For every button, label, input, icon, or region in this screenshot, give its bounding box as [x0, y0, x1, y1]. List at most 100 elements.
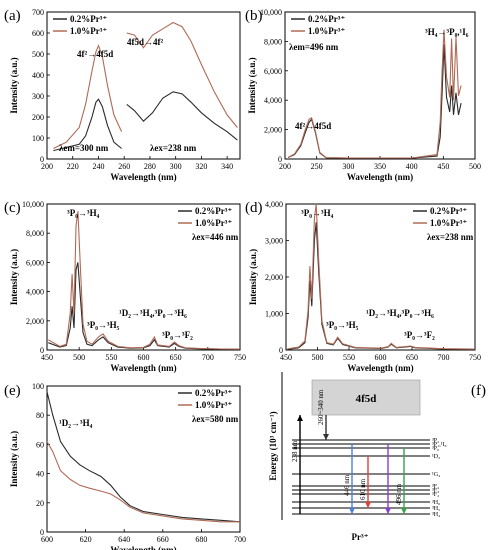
panel-4-xtick-label: 620: [80, 535, 92, 544]
panel-4-series-line: [46, 441, 240, 523]
panel-1-xtick-label: 500: [469, 162, 481, 171]
panel-0-annotation: λem=300 nm: [59, 143, 109, 153]
panel-1-annotation: λem=496 nm: [289, 42, 339, 52]
panel-1-xtick-label: 450: [437, 162, 449, 171]
panel-2-xtick-label: 500: [73, 353, 85, 362]
panel-f-level-label: ³F₄: [432, 484, 439, 490]
panel-3-ytick-label: 3,000: [265, 237, 283, 246]
panel-2-annotation: ³P₀→³H₄: [67, 208, 100, 218]
panel-f-arrow-label: 446 nm: [343, 474, 351, 496]
panel-1-xtick-label: 300: [342, 162, 354, 171]
panel-0-xlabel: Wavelength (nm): [110, 172, 176, 182]
panel-2-ytick-label: 6,000: [26, 258, 44, 267]
panel-0-xtick-label: 240: [92, 162, 104, 171]
panel-3-ytick-label: 4,000: [265, 200, 283, 209]
panel-0-ytick-label: 500: [32, 50, 44, 59]
panel-1-series-line: [287, 29, 462, 159]
panel-3-legend-entry: 0.2%Pr³⁺: [430, 206, 467, 216]
panel-4-xtick-label: 700: [234, 535, 246, 544]
panel-f-arrow-head: [401, 508, 407, 514]
panel-0-xtick-label: 220: [67, 162, 79, 171]
panel-2-series-line: [48, 262, 239, 350]
panel-2-legend-entry: 0.2%Pr³⁺: [195, 206, 232, 216]
panel-4-legend-entry: 0.2%Pr³⁺: [195, 388, 232, 398]
panel-f-arrow-head: [297, 415, 303, 421]
panel-0-ytick-label: 300: [32, 92, 44, 101]
panel-3-annotation: ¹D₂→³H₄,³P₀→³H₆: [366, 308, 434, 318]
panel-f-level-label: ¹G₄: [432, 472, 440, 478]
panel-0-annotation: 4f5d→4f²: [127, 37, 163, 47]
panel-0-xtick-label: 340: [221, 162, 233, 171]
panel-3-xtick-label: 450: [280, 353, 292, 362]
panel-0-series-line: [126, 91, 238, 141]
panel-3-annotation: ³P₀→³H₅: [326, 320, 359, 330]
panel-0-ytick-label: 400: [32, 71, 44, 80]
panel-f-ion-label: Pr³⁺: [352, 532, 369, 542]
panel-0-series-line: [126, 21, 238, 128]
panel-2-ylabel: Intensity (a.u.): [9, 249, 19, 305]
panel-2-xtick-label: 450: [41, 353, 53, 362]
panel-1-xtick-label: 350: [374, 162, 386, 171]
panel-2-xlabel: Wavelength (nm): [110, 363, 176, 373]
panel-1-ytick-label: 2,000: [264, 126, 282, 135]
panel-4-series-line: [46, 391, 241, 523]
panel-f-level-label: ³P₁,¹I₆: [432, 442, 447, 448]
panel-2-annotation: ³P₀→³F₂: [162, 330, 193, 340]
panel-3-annotation: λex=238 nm: [427, 232, 474, 242]
panel-f-level-label: ³P₂: [432, 438, 439, 444]
panel-3-ytick-label: 1,000: [265, 310, 283, 319]
panel-4-ytick-label: 0: [40, 528, 44, 537]
panel-1-ytick-label: 6,000: [264, 67, 282, 76]
panel-f-band-label: 4f5d: [356, 393, 377, 405]
panel-f-level-label: ³H₅: [432, 506, 440, 512]
panel-0-xtick-label: 280: [144, 162, 156, 171]
panel-3-xtick-label: 600: [375, 353, 387, 362]
panel-3-legend-entry: 1.0%Pr³⁺: [430, 218, 467, 228]
panel-2-annotation: λex=446 nm: [192, 232, 239, 242]
panel-0-xtick-label: 260: [118, 162, 130, 171]
panel-f-arrow-label: 496 nm: [395, 483, 403, 505]
panel-4-annotation: λex=580 nm: [192, 414, 239, 424]
panel-2-legend-entry: 1.0%Pr³⁺: [195, 218, 232, 228]
panel-1-ytick-label: 0: [278, 155, 282, 164]
panel-0-legend-entry: 0.2%Pr³⁺: [70, 14, 107, 24]
panel-3-ytick-label: 2,000: [265, 273, 283, 282]
panel-f-level-label: ³H₄: [432, 512, 440, 518]
panel-f-ylabel: Energy (10³ cm⁻¹): [268, 411, 278, 480]
panel-0-series-line: [53, 44, 123, 149]
panel-1-xtick-label: 200: [279, 162, 291, 171]
panel-2-ytick-label: 0: [40, 346, 44, 355]
panel-f-level-label: ³F₂: [432, 492, 439, 498]
panel-f-level-label: ³H₆: [432, 500, 440, 506]
panel-2-ytick-label: 4,000: [26, 288, 44, 297]
panel-0-ytick-label: 0: [40, 155, 44, 164]
panel-0-annotation: 4f²→4f5d: [77, 49, 113, 59]
panel-4-label: (e): [4, 383, 21, 399]
panel-0-axes-box: [46, 11, 241, 160]
panel-4-legend-entry: 1.0%Pr³⁺: [195, 400, 232, 410]
panel-f-arrow-head: [349, 508, 355, 514]
panel-4-ytick-label: 80: [36, 411, 44, 420]
panel-3-xtick-label: 750: [469, 353, 481, 362]
panel-4-xlabel: Wavelength (nm): [110, 545, 176, 550]
panel-4-ytick-label: 20: [36, 499, 44, 508]
panel-1-ytick-label: 10,000: [260, 8, 282, 17]
panel-2-label: (c): [4, 200, 21, 216]
panel-f-arrow-head: [365, 502, 371, 508]
panel-1-xtick-label: 400: [406, 162, 418, 171]
panel-1-annotation: ³H₄→³P₀,¹I₆: [425, 27, 469, 37]
panel-4-ylabel: Intensity (a.u.): [9, 431, 19, 487]
panel-0-ytick-label: 200: [32, 113, 44, 122]
panel-3-xtick-label: 700: [438, 353, 450, 362]
panel-2-xtick-label: 750: [234, 353, 246, 362]
panel-3-ytick-label: 0: [279, 346, 283, 355]
panel-1-ylabel: Intensity (a.u.): [247, 57, 257, 113]
panel-0-ytick-label: 100: [32, 134, 44, 143]
panel-f-level-label: ³P₀: [432, 446, 439, 452]
panel-f-4f5d-band: [311, 379, 421, 416]
panel-2-xtick-label: 600: [138, 353, 150, 362]
panel-4-ytick-label: 60: [36, 440, 44, 449]
panel-0-xtick-label: 300: [170, 162, 182, 171]
panel-3-annotation: ³P₀→³F₂: [404, 330, 435, 340]
panel-1-xtick-label: 250: [311, 162, 323, 171]
